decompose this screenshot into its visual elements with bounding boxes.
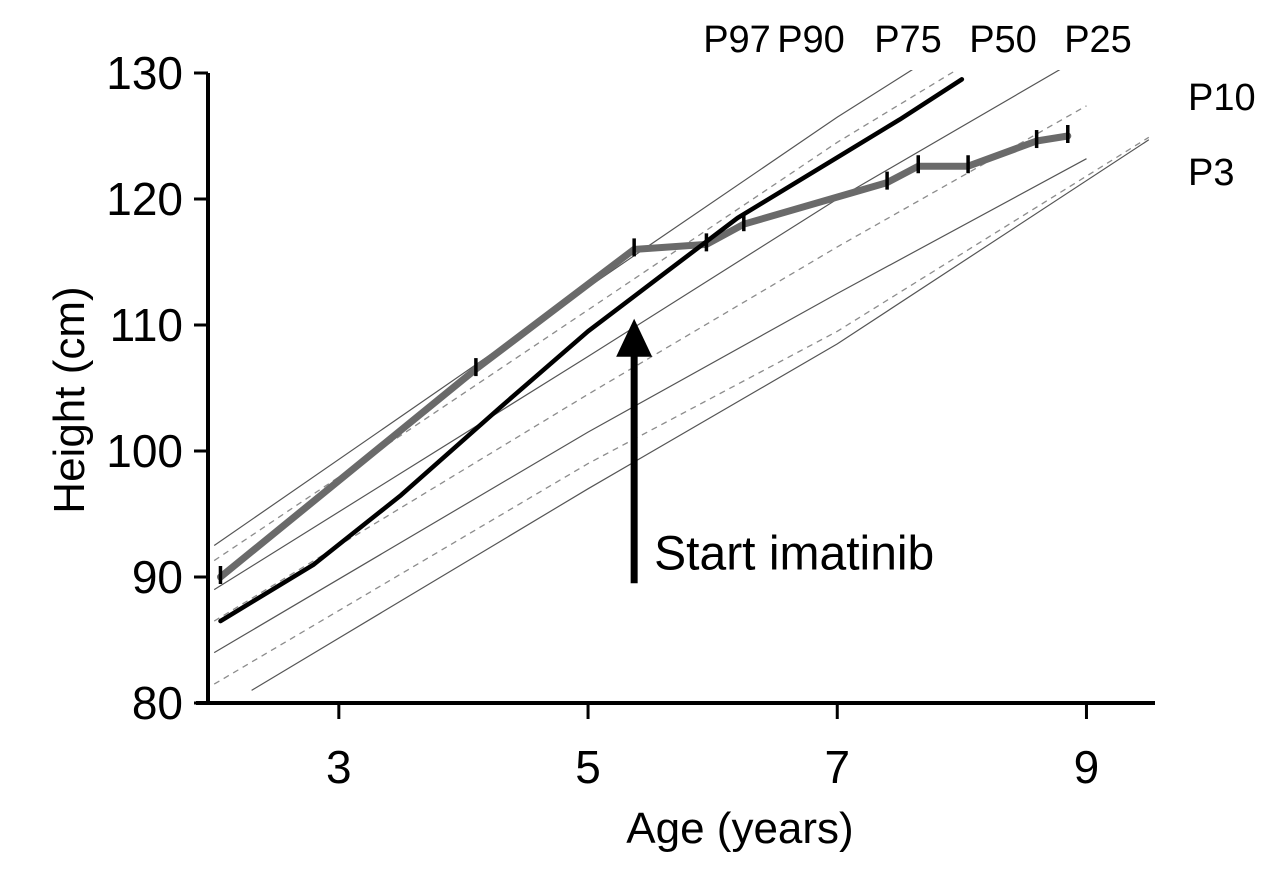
y-tick-label: 120 [106,173,183,225]
percentile-line-p10 [213,136,1150,685]
x-tick-label: 9 [1074,741,1100,793]
annotation-label: Start imatinib [654,527,934,580]
percentile-label-p75: P75 [874,19,942,61]
y-tick-label: 110 [110,299,183,351]
labels: Age (years) Height (cm) P97 P90 P75 P50 P25 P10… [45,19,1256,853]
y-tick-label: 90 [132,551,183,603]
percentile-label-p90: P90 [777,19,845,61]
x-axis-title: Age (years) [626,804,853,853]
y-axis-title: Height (cm) [45,286,94,513]
annotation-arrow-head [616,318,653,357]
percentile-line-p3 [251,139,1150,691]
percentile-label-p50: P50 [969,19,1037,61]
percentile-line-p25 [213,158,1087,654]
percentile-label-p97: P97 [703,19,771,61]
series-line-patient-height [217,132,1072,581]
y-tick-label: 100 [106,425,183,477]
x-tick-label: 7 [824,741,850,793]
x-tick-label: 3 [326,741,352,793]
series-line-reference-curve [218,77,965,624]
percentile-line-p97 [213,70,913,546]
axes: 80 90 100 110 120 130 3 5 7 9 [106,47,1155,793]
percentile-line-p75 [213,70,1061,591]
annotation: Start imatinib [616,318,934,584]
percentile-line-p90 [213,70,958,562]
percentile-label-p10: P10 [1188,77,1256,119]
y-tick-label: 130 [106,47,183,99]
x-tick-label: 5 [575,741,601,793]
y-tick-label: 80 [132,677,183,729]
percentile-label-p25: P25 [1064,19,1132,61]
data-series [217,77,1072,624]
percentile-line-p50 [213,105,1087,622]
percentile-curves [213,70,1150,691]
percentile-label-p3: P3 [1188,152,1234,194]
